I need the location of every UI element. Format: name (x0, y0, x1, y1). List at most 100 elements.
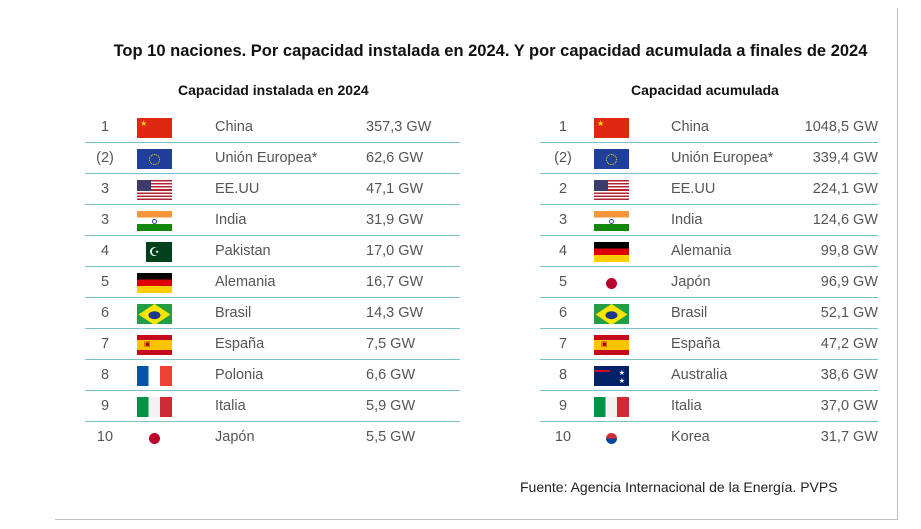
india-flag-icon (137, 211, 172, 231)
rank: 7 (558, 336, 568, 352)
italy-flag-icon (594, 397, 629, 417)
rank: 8 (100, 367, 110, 383)
installed-heading: Capacidad instalada en 2024 (178, 82, 369, 98)
table-row: 3 India 124,6 GW (540, 205, 878, 236)
capacity-value: 6,6 GW (366, 367, 416, 383)
country-name: Japón (671, 274, 711, 290)
table-row: 3 EE.UU 47,1 GW (85, 174, 460, 205)
country-name: Korea (671, 429, 710, 445)
table-row: 3 India 31,9 GW (85, 205, 460, 236)
country-name: Alemania (671, 243, 732, 259)
rank: 3 (100, 212, 110, 228)
brazil-flag-icon (594, 304, 629, 324)
capacity-value: 7,5 GW (366, 336, 416, 352)
table-row: (2) Unión Europea* 62,6 GW (85, 143, 460, 174)
table-row: 1 ★ China 357,3 GW (85, 112, 460, 143)
country-name: Brasil (671, 305, 708, 321)
country-name: India (215, 212, 247, 228)
usa-flag-icon (137, 180, 172, 200)
capacity-value: 38,6 GW (820, 367, 878, 383)
table-row: 7 ▣ España 7,5 GW (85, 329, 460, 360)
rank: 10 (554, 429, 572, 445)
rank: 7 (100, 336, 110, 352)
country-name: Brasil (215, 305, 252, 321)
rank: 4 (558, 243, 568, 259)
cumulative-table: 1 ★ China 1048,5 GW (2) Unión Europea* 33… (540, 112, 878, 453)
india-flag-icon (594, 211, 629, 231)
capacity-value: 5,9 GW (366, 398, 416, 414)
capacity-value: 31,9 GW (366, 212, 424, 228)
korea-flag-icon (594, 428, 629, 448)
rank: 8 (558, 367, 568, 383)
table-row: 5 Alemania 16,7 GW (85, 267, 460, 298)
spain-flag-icon: ▣ (137, 335, 172, 355)
installed-table: 1 ★ China 357,3 GW (2) Unión Europea* 62,… (85, 112, 460, 453)
table-row: 9 Italia 37,0 GW (540, 391, 878, 422)
country-name: EE.UU (671, 181, 716, 197)
capacity-value: 37,0 GW (820, 398, 878, 414)
country-name: China (671, 119, 709, 135)
capacity-value: 31,7 GW (820, 429, 878, 445)
country-name: Unión Europea* (215, 150, 318, 166)
country-name: India (671, 212, 703, 228)
spain-flag-icon: ▣ (594, 335, 629, 355)
table-row: 10 Korea 31,7 GW (540, 422, 878, 453)
country-name: Italia (215, 398, 246, 414)
italy-flag-icon (137, 397, 172, 417)
table-row: 10 Japón 5,5 GW (85, 422, 460, 453)
cumulative-heading: Capacidad acumulada (631, 82, 779, 98)
country-name: España (671, 336, 721, 352)
rank: 6 (100, 305, 110, 321)
rank: 9 (558, 398, 568, 414)
rank: 2 (558, 181, 568, 197)
rank: 1 (100, 119, 110, 135)
capacity-value: 339,4 GW (812, 150, 878, 166)
table-row: 7 ▣ España 47,2 GW (540, 329, 878, 360)
table-row: 4 ☪ Pakistan 17,0 GW (85, 236, 460, 267)
capacity-value: 16,7 GW (366, 274, 424, 290)
country-name: Unión Europea* (671, 150, 774, 166)
rank: 3 (558, 212, 568, 228)
frame (55, 8, 898, 520)
country-name: Japón (215, 429, 255, 445)
country-name: Polonia (215, 367, 264, 383)
eu-flag-icon (137, 149, 172, 169)
table-row: 8 ★ ★ Australia 38,6 GW (540, 360, 878, 391)
table-row: 2 EE.UU 224,1 GW (540, 174, 878, 205)
australia-flag-icon: ★ ★ (594, 366, 629, 386)
country-name: Pakistan (215, 243, 271, 259)
table-row: 6 Brasil 52,1 GW (540, 298, 878, 329)
germany-flag-icon (594, 242, 629, 262)
capacity-value: 47,2 GW (820, 336, 878, 352)
rank: 6 (558, 305, 568, 321)
country-name: España (215, 336, 265, 352)
capacity-value: 224,1 GW (812, 181, 878, 197)
capacity-value: 96,9 GW (820, 274, 878, 290)
france-flag-icon (137, 366, 172, 386)
country-name: China (215, 119, 253, 135)
table-row: 1 ★ China 1048,5 GW (540, 112, 878, 143)
capacity-value: 47,1 GW (366, 181, 424, 197)
capacity-value: 14,3 GW (366, 305, 424, 321)
rank: 4 (100, 243, 110, 259)
capacity-value: 124,6 GW (812, 212, 878, 228)
china-flag-icon: ★ (137, 118, 172, 138)
rank: 5 (100, 274, 110, 290)
capacity-value: 52,1 GW (820, 305, 878, 321)
capacity-value: 17,0 GW (366, 243, 424, 259)
country-name: Alemania (215, 274, 276, 290)
rank: (2) (96, 150, 114, 166)
usa-flag-icon (594, 180, 629, 200)
capacity-value: 1048,5 GW (804, 119, 878, 135)
country-name: EE.UU (215, 181, 260, 197)
rank: 5 (558, 274, 568, 290)
capacity-value: 5,5 GW (366, 429, 416, 445)
japan-flag-icon (137, 428, 172, 448)
table-row: 6 Brasil 14,3 GW (85, 298, 460, 329)
source-note: Fuente: Agencia Internacional de la Ener… (520, 479, 838, 495)
rank: 1 (558, 119, 568, 135)
japan-flag-icon (594, 273, 629, 293)
table-row: 5 Japón 96,9 GW (540, 267, 878, 298)
table-row: 8 Polonia 6,6 GW (85, 360, 460, 391)
rank: 3 (100, 181, 110, 197)
